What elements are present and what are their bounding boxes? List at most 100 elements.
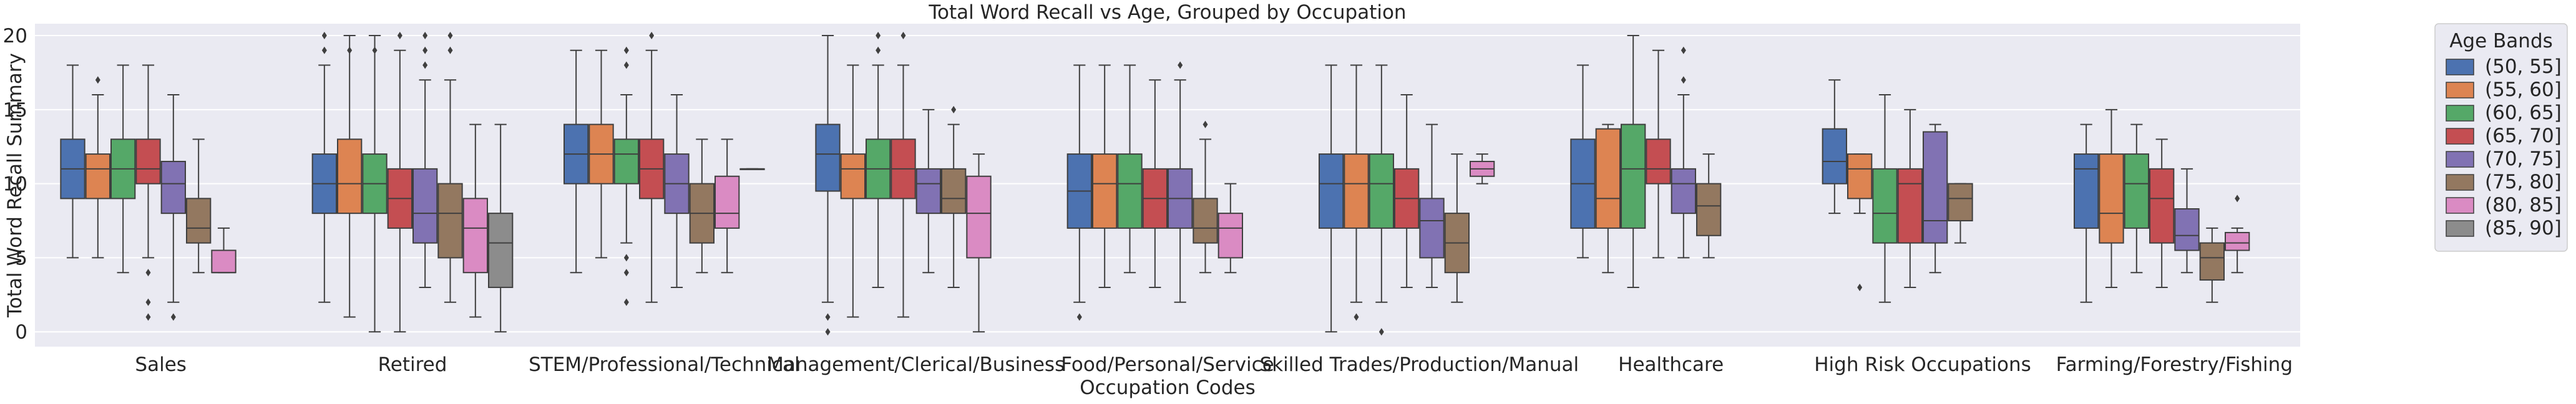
outlier-point [900, 32, 906, 40]
x-tick-label: Retired [378, 354, 447, 376]
outlier-point [447, 32, 453, 40]
box [337, 35, 363, 318]
box [1621, 35, 1646, 288]
outlier-point [422, 32, 428, 40]
legend-swatch [2446, 59, 2474, 75]
box [311, 32, 337, 303]
box [1066, 64, 1092, 321]
box [639, 32, 665, 303]
box-iqr [488, 213, 514, 288]
box [941, 105, 967, 288]
box [815, 35, 841, 336]
box-iqr [2174, 208, 2200, 251]
outlier-point [397, 32, 402, 40]
box-iqr [186, 198, 212, 244]
outlier-point [825, 328, 831, 336]
box-iqr [1595, 128, 1621, 229]
box-iqr [1419, 198, 1445, 259]
box-iqr [1696, 183, 1722, 236]
box [966, 153, 992, 333]
box-iqr [915, 168, 941, 214]
box-iqr [337, 138, 363, 214]
box-iqr [1092, 153, 1118, 229]
outlier-point [170, 313, 176, 321]
legend-swatch [2446, 197, 2474, 214]
box-iqr [2099, 153, 2124, 244]
legend: Age Bands (50, 55](55, 60](60, 65](65, 7… [2434, 23, 2568, 252]
legend-label: (70, 75] [2485, 148, 2562, 170]
y-tick-label: 10 [3, 173, 27, 196]
box [1444, 153, 1470, 303]
box [60, 64, 85, 259]
box [1470, 153, 1495, 185]
box [2124, 123, 2150, 274]
outlier-point [623, 61, 629, 69]
box [1948, 183, 1973, 244]
x-tick-label: Management/Clerical/Business [767, 354, 1065, 376]
box [387, 32, 413, 333]
x-tick-label: Food/Personal/Service [1061, 354, 1274, 376]
y-axis-label: Total Word Recall Summary [4, 53, 26, 318]
box [1368, 64, 1395, 336]
outlier-point [1076, 313, 1082, 321]
box [488, 123, 514, 333]
box [866, 32, 891, 288]
box [160, 94, 186, 321]
box [85, 76, 111, 259]
box [1696, 153, 1722, 259]
box [2225, 195, 2250, 274]
outlier-point [95, 76, 100, 84]
box [1168, 61, 1193, 303]
x-tick-label: Farming/Forestry/Fishing [2056, 354, 2293, 376]
box [739, 168, 765, 170]
legend-swatch [2446, 82, 2474, 99]
box-iqr [1621, 123, 1646, 229]
box [2074, 123, 2099, 303]
box-iqr [1319, 153, 1344, 229]
outlier-point [145, 269, 151, 277]
legend-entries: (50, 55](55, 60](60, 65](65, 70](70, 75]… [2446, 55, 2562, 239]
outlier-point [876, 46, 881, 54]
box [689, 138, 715, 274]
box [462, 123, 489, 318]
box-iqr [1646, 138, 1671, 185]
box [2099, 108, 2124, 288]
outlier-point [145, 313, 151, 321]
outlier-point [1378, 328, 1384, 336]
box-iqr [1117, 153, 1143, 229]
box [715, 138, 740, 274]
box [1872, 94, 1898, 303]
box [2199, 227, 2225, 303]
outlier-point [321, 32, 327, 40]
box-iqr [462, 198, 489, 274]
box-iqr [815, 123, 841, 192]
y-tick-labels: 0 5 10 15 20 [3, 25, 27, 344]
box-iqr [1217, 213, 1243, 259]
box-iqr [1671, 168, 1697, 214]
box-iqr [1948, 183, 1973, 222]
box-iqr [437, 183, 463, 259]
outlier-point [1203, 120, 1208, 128]
box-iqr [2225, 232, 2250, 251]
legend-swatch [2446, 105, 2474, 122]
box-iqr [613, 138, 640, 185]
x-tick-label: STEM/Professional/Technical [529, 354, 799, 376]
box-iqr [412, 168, 438, 244]
outlier-point [649, 32, 655, 40]
outlier-point [825, 313, 831, 321]
box [2149, 138, 2175, 288]
box [915, 108, 941, 274]
box [613, 46, 640, 306]
box [1092, 64, 1118, 288]
x-axis-label: Occupation Codes [1080, 377, 1256, 399]
x-tick-labels: Sales Retired STEM/Professional/TechnicalM… [135, 354, 2293, 376]
outlier-point [447, 46, 453, 54]
box [588, 49, 614, 259]
legend-swatch [2446, 151, 2474, 168]
outlier-point [623, 46, 629, 54]
box-iqr [135, 138, 161, 185]
box [1344, 64, 1369, 321]
legend-swatch [2446, 128, 2474, 145]
box-iqr [85, 153, 111, 200]
